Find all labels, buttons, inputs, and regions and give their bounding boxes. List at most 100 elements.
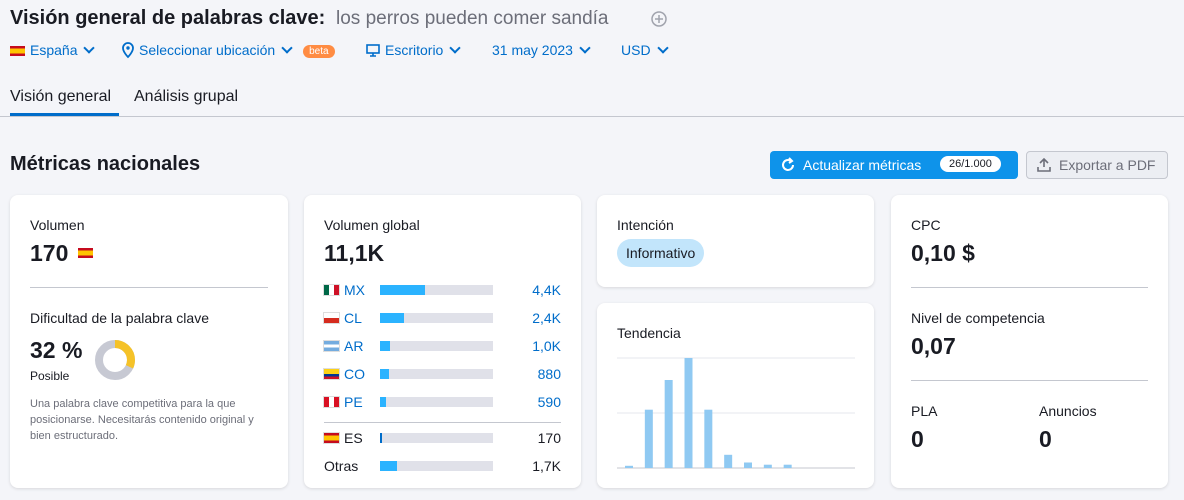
pla-value: 0 — [911, 426, 924, 452]
flag — [324, 369, 339, 379]
difficulty-donut — [95, 340, 135, 380]
country-volume: 1,0K — [532, 338, 561, 354]
location: Seleccionar ubicación — [139, 42, 276, 58]
date-filter[interactable]: 31 may 2023 — [492, 42, 591, 58]
bar-track — [380, 313, 493, 323]
global-volume-value: 11,1K — [324, 240, 385, 266]
volume-card: Volumen 170 Dificultad de la palabra cla… — [10, 195, 288, 488]
cpc-label: CPC — [911, 217, 941, 233]
volume-value: 170 — [30, 240, 69, 266]
currency: USD — [621, 42, 651, 58]
divider — [30, 287, 268, 288]
global-volume-label: Volumen global — [324, 217, 420, 233]
divider — [324, 422, 561, 423]
difficulty-description: Una palabra clave competitiva para la qu… — [30, 398, 254, 442]
trend-bar — [625, 465, 633, 468]
bar-track — [380, 285, 493, 295]
section-title: Métricas nacionales — [10, 153, 201, 175]
country-volume: 170 — [537, 430, 561, 446]
bar — [380, 461, 398, 471]
ads-label: Anuncios — [1039, 403, 1097, 419]
bar — [380, 433, 382, 443]
bar-track — [380, 397, 493, 407]
country-code[interactable]: PE — [344, 394, 363, 410]
country-volume: 2,4K — [532, 310, 561, 326]
flag — [324, 285, 339, 295]
database: España — [30, 42, 78, 58]
divider — [911, 287, 1148, 288]
divider — [911, 380, 1148, 381]
trend-bar — [783, 464, 792, 468]
bar — [380, 285, 425, 295]
export-icon — [1037, 157, 1051, 172]
ads-value: 0 — [1039, 426, 1052, 452]
update-button[interactable]: Actualizar métricas 26/1.000 — [770, 151, 1018, 179]
bar-track — [380, 369, 493, 379]
country-code: ES — [344, 430, 363, 446]
bar-track — [380, 433, 493, 443]
country-code: Otras — [324, 458, 359, 474]
intent-card: Intención Informativo — [597, 195, 874, 287]
volume-label: Volumen — [30, 217, 85, 233]
trend-bar — [684, 358, 693, 468]
country-code[interactable]: AR — [344, 338, 364, 354]
device: Escritorio — [385, 42, 444, 58]
trend-card: Tendencia — [597, 303, 874, 488]
country-code[interactable]: MX — [344, 282, 365, 298]
tab[interactable]: Visión general — [10, 88, 112, 105]
competition-value: 0,07 — [911, 333, 956, 359]
bar — [380, 369, 389, 379]
flag — [78, 248, 93, 258]
device-filter[interactable]: Escritorio — [366, 42, 462, 58]
tab-divider — [0, 116, 1184, 117]
country-volume: 880 — [537, 366, 561, 382]
beta-badge: beta — [303, 45, 335, 58]
flag — [324, 341, 339, 351]
page-title: Visión general de palabras clave: — [10, 7, 326, 29]
add-icon[interactable] — [651, 11, 667, 27]
country-volume: 590 — [537, 394, 561, 410]
trend-bar — [724, 454, 733, 468]
intent-badge: Informativo — [617, 239, 705, 267]
bar — [380, 341, 391, 351]
pla-label: PLA — [911, 403, 938, 419]
country-code[interactable]: CO — [344, 366, 365, 382]
quota-badge: 26/1.000 — [940, 156, 1001, 172]
bar-track — [380, 461, 493, 471]
trend-bar — [763, 464, 772, 468]
desktop-icon — [366, 44, 380, 57]
export-label: Exportar a PDF — [1059, 157, 1156, 173]
keyword: los perros pueden comer sandía — [336, 8, 609, 29]
global-volume-card: Volumen global 11,1K MX 4,4K CL 2,4K AR 1,0K C… — [304, 195, 581, 488]
difficulty-value: 32 % — [30, 337, 83, 363]
trend-bar — [664, 380, 673, 468]
flag — [324, 433, 339, 443]
bar — [380, 313, 405, 323]
cpc-value: 0,10 $ — [911, 240, 975, 266]
trend-chart — [617, 357, 855, 469]
difficulty-label: Dificultad de la palabra clave — [30, 310, 209, 326]
bar — [380, 397, 386, 407]
location-filter[interactable]: Seleccionar ubicación beta — [122, 42, 335, 59]
country-volume: 1,7K — [532, 458, 561, 474]
export-button[interactable]: Exportar a PDF — [1026, 151, 1168, 179]
cpc-card: CPC 0,10 $ Nivel de competencia 0,07 PLA… — [891, 195, 1168, 488]
intent-label: Intención — [617, 217, 674, 233]
currency-filter[interactable]: USD — [621, 42, 669, 58]
pin-icon — [122, 42, 134, 59]
trend-bar — [744, 462, 752, 468]
date: 31 may 2023 — [492, 42, 573, 58]
country-code[interactable]: CL — [344, 310, 362, 326]
tab-indicator — [10, 113, 119, 116]
donut-arc — [95, 340, 135, 380]
refresh-icon — [782, 157, 794, 171]
competition-label: Nivel de competencia — [911, 310, 1045, 326]
database-filter[interactable]: España — [10, 42, 96, 58]
trend-bar — [704, 409, 713, 468]
flag — [324, 397, 339, 407]
tab[interactable]: Análisis grupal — [134, 88, 239, 105]
update-label: Actualizar métricas — [803, 157, 922, 173]
country-volume: 4,4K — [532, 282, 561, 298]
